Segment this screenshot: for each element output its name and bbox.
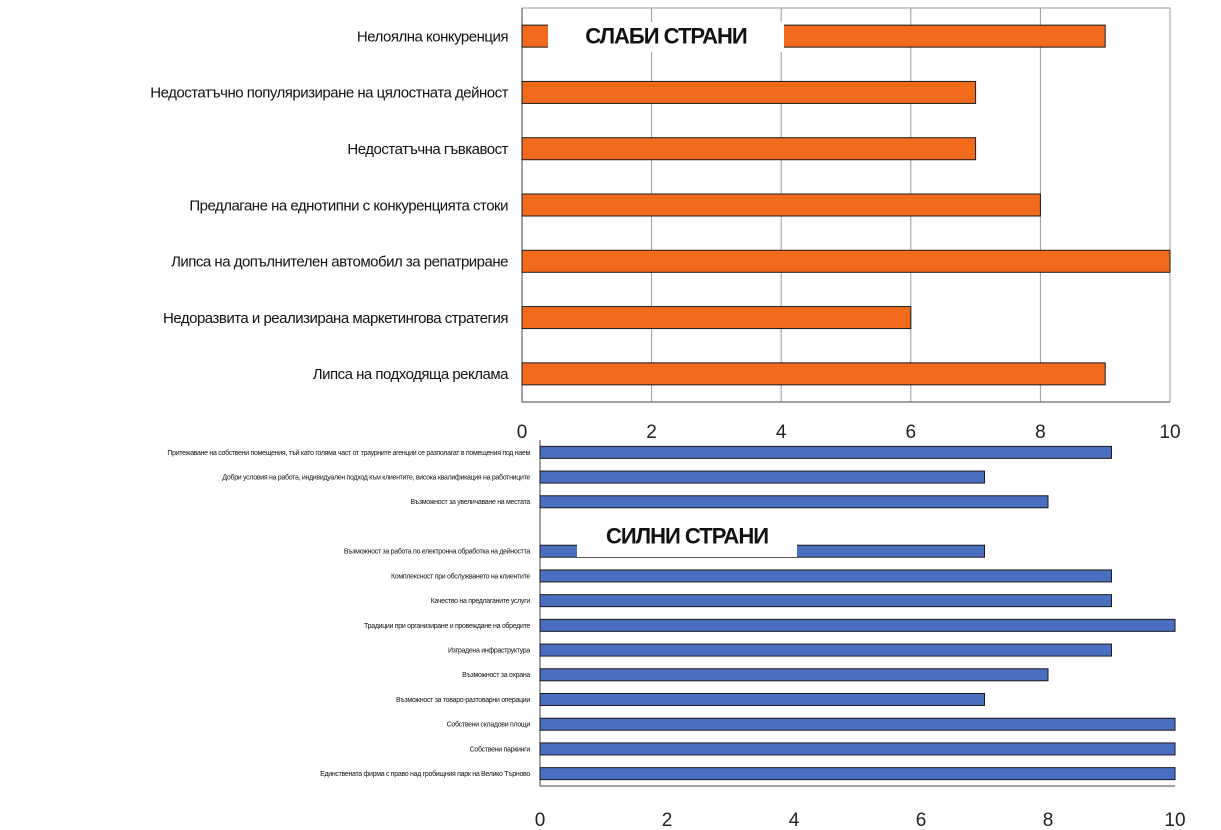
- category-label: Недостатъчна гъвкавост: [347, 141, 508, 158]
- x-tick-label: 6: [906, 422, 917, 440]
- bar: [521, 137, 977, 161]
- bar: [521, 362, 1106, 386]
- category-label: Собствени складови площи: [447, 721, 531, 729]
- category-label: Възможност за увеличаване на местата: [410, 499, 530, 506]
- category-label: Собствени паркинги: [470, 745, 531, 753]
- bar: [539, 742, 1176, 756]
- bar: [521, 193, 1041, 217]
- category-label: Възможност за работа по електронна обраб…: [344, 548, 531, 556]
- bar: [539, 470, 985, 484]
- category-label: Недоразвита и реализирана маркетингова с…: [163, 310, 508, 327]
- chart-title: СИЛНИ СТРАНИ: [606, 524, 768, 549]
- category-label: Единствената фирма с право над гробищния…: [320, 770, 530, 778]
- bar: [521, 306, 912, 330]
- chart-title-box: [577, 509, 797, 557]
- category-label: Изградена инфраструктура: [448, 648, 530, 655]
- category-label: Притежаване на собствени помещения, тъй …: [167, 449, 530, 457]
- bar: [539, 668, 1049, 682]
- category-label: Възможност за товаро-разтоварни операции: [396, 697, 530, 704]
- category-label: Нелоялна конкуренция: [357, 28, 508, 45]
- bar: [539, 445, 1112, 459]
- x-tick-label: 2: [646, 422, 657, 440]
- x-tick-label: 10: [1159, 422, 1180, 440]
- bar: [539, 693, 985, 706]
- category-label: Качество на предлаганите услуги: [431, 598, 531, 605]
- chart-title: СЛАБИ СТРАНИ: [585, 24, 747, 49]
- category-label: Традиции при организиране и провеждане н…: [364, 622, 530, 630]
- bar: [521, 80, 977, 104]
- x-tick-label: 2: [662, 810, 673, 830]
- category-label: Недостатъчно популяризиране на цялостнат…: [150, 85, 508, 102]
- bar: [539, 643, 1112, 657]
- bar: [539, 569, 1112, 583]
- bar: [539, 495, 1049, 509]
- bar: [539, 594, 1112, 608]
- category-label: Добри условия на работа, индивидуален по…: [222, 474, 530, 482]
- weaknesses-chart: 0 2 4 6 8 10 Нелоялна конкуренция Недостатъчно …: [150, 7, 1181, 440]
- category-label: Липса на допълнителен автомобил за репат…: [171, 254, 508, 271]
- strengths-chart: 0 2 4 6 8 10 Притежаване на собствени помещени…: [167, 440, 1186, 830]
- x-tick-label: 8: [1043, 810, 1054, 830]
- category-label: Комплексност при обслужването на клиенти…: [391, 572, 530, 580]
- x-tick-label: 10: [1164, 810, 1185, 830]
- bar: [539, 717, 1176, 731]
- chart-title-box: [548, 22, 784, 52]
- category-label: Предлагане на еднотипни с конкуренцията …: [189, 197, 508, 214]
- category-label: Възможност за охрана: [462, 672, 530, 679]
- x-tick-label: 8: [1035, 422, 1046, 440]
- x-tick-label: 6: [916, 810, 927, 830]
- x-tick-label: 0: [517, 422, 528, 440]
- x-tick-label: 4: [789, 810, 800, 830]
- x-tick-label: 4: [776, 422, 787, 440]
- bar: [539, 767, 1176, 781]
- bar: [521, 249, 1171, 273]
- x-tick-label: 0: [535, 810, 546, 830]
- category-label: Липса на подходяща реклама: [313, 366, 509, 383]
- bar: [539, 618, 1176, 632]
